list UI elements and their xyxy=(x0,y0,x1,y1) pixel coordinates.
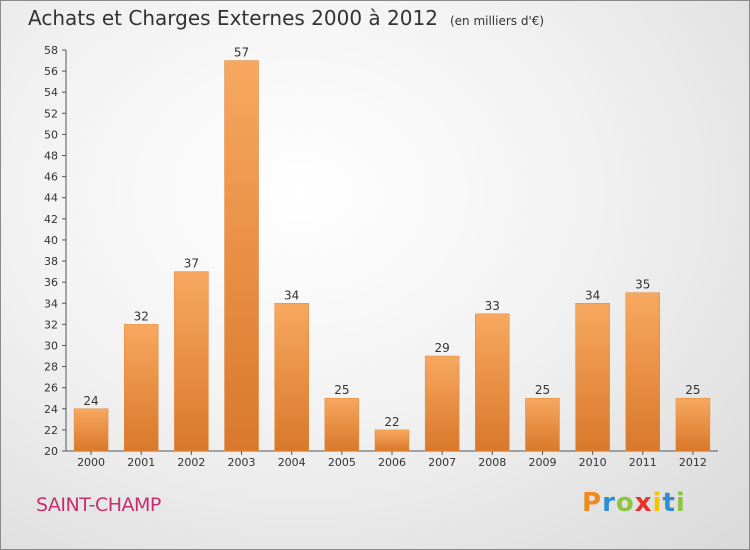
bar-value-label: 22 xyxy=(384,415,399,429)
y-tick-label: 44 xyxy=(44,192,58,205)
y-tick-label: 34 xyxy=(44,297,58,310)
bar-value-label: 35 xyxy=(635,278,650,292)
y-tick-label: 30 xyxy=(44,339,58,352)
y-tick-label: 28 xyxy=(44,361,58,374)
y-tick-label: 58 xyxy=(44,44,58,57)
x-tick-label: 2002 xyxy=(177,456,205,469)
bar-value-label: 25 xyxy=(334,383,349,397)
bar-2004[interactable] xyxy=(274,303,309,452)
y-tick-label: 40 xyxy=(44,234,58,247)
y-tick-label: 32 xyxy=(44,318,58,331)
bar-2003[interactable] xyxy=(224,60,259,452)
x-tick-label: 2009 xyxy=(528,456,556,469)
y-tick-label: 52 xyxy=(44,107,58,120)
y-tick-label: 54 xyxy=(44,86,58,99)
chart-subtitle: (en milliers d'€) xyxy=(449,14,545,28)
bar-2006[interactable] xyxy=(374,429,410,452)
bar-value-label: 34 xyxy=(284,288,299,302)
x-tick-label: 2003 xyxy=(228,456,256,469)
x-axis: 2000 2001 2002 2003 2004 2005 2006 2007 2008 2009… xyxy=(66,450,718,469)
y-tick-label: 36 xyxy=(44,276,58,289)
chart-title-text: Achats et Charges Externes 2000 à 2012 xyxy=(28,6,438,30)
bar-2001[interactable] xyxy=(123,324,159,452)
chart-title: Achats et Charges Externes 2000 à 2012 (e… xyxy=(28,6,544,30)
x-tick-label: 2005 xyxy=(328,456,356,469)
logo-letter: i xyxy=(675,488,686,518)
x-tick-label: 2011 xyxy=(629,456,657,469)
proxiti-logo[interactable]: Proxiti xyxy=(582,488,686,518)
bars: 24 32 37 57 34 25 22 29 33 25 34 35 25 xyxy=(73,46,711,452)
x-tick-label: 2012 xyxy=(679,456,707,469)
bar-value-label: 25 xyxy=(685,383,700,397)
bar-2009[interactable] xyxy=(525,397,560,452)
y-tick-label: 48 xyxy=(44,150,58,163)
x-tick-label: 2004 xyxy=(278,456,306,469)
bar-2012[interactable] xyxy=(675,397,711,452)
y-axis: 20 22 24 26 28 30 32 34 36 38 40 42 44 46 48 50 52 54 56 58 xyxy=(44,44,67,458)
y-tick-label: 24 xyxy=(44,403,58,416)
y-tick-label: 22 xyxy=(44,424,58,437)
logo-letter: r xyxy=(602,488,616,518)
place-name: SAINT-CHAMP xyxy=(36,494,161,516)
bar-2011[interactable] xyxy=(625,292,661,452)
bar-2007[interactable] xyxy=(424,355,460,452)
logo-letter: t xyxy=(662,488,676,518)
bar-value-label: 57 xyxy=(234,46,249,60)
bar-2010[interactable] xyxy=(575,303,610,452)
logo-letter: o xyxy=(615,488,635,518)
logo-letter: i xyxy=(652,488,663,518)
x-tick-label: 2008 xyxy=(478,456,506,469)
logo-letter: P xyxy=(582,488,603,518)
x-tick-label: 2010 xyxy=(579,456,607,469)
bar-2005[interactable] xyxy=(324,397,360,452)
bar-value-label: 24 xyxy=(83,394,98,408)
bar-2002[interactable] xyxy=(174,271,209,452)
bar-value-label: 34 xyxy=(585,288,600,302)
bar-value-label: 32 xyxy=(134,309,149,323)
y-tick-label: 20 xyxy=(44,445,58,458)
x-tick-label: 2007 xyxy=(428,456,456,469)
bar-value-label: 37 xyxy=(184,257,199,271)
y-tick-label: 26 xyxy=(44,382,58,395)
bar-value-label: 25 xyxy=(535,383,550,397)
y-tick-label: 38 xyxy=(44,255,58,268)
y-tick-label: 46 xyxy=(44,171,58,184)
x-tick-label: 2000 xyxy=(77,456,105,469)
y-tick-label: 50 xyxy=(44,128,58,141)
bar-2008[interactable] xyxy=(475,313,510,452)
x-tick-label: 2001 xyxy=(127,456,155,469)
bar-value-label: 29 xyxy=(435,341,450,355)
y-tick-label: 42 xyxy=(44,213,58,226)
logo-letter: x xyxy=(634,488,653,518)
y-tick-label: 56 xyxy=(44,65,58,78)
bar-value-label: 33 xyxy=(485,299,500,313)
bar-2000[interactable] xyxy=(73,408,109,452)
x-tick-label: 2006 xyxy=(378,456,406,469)
